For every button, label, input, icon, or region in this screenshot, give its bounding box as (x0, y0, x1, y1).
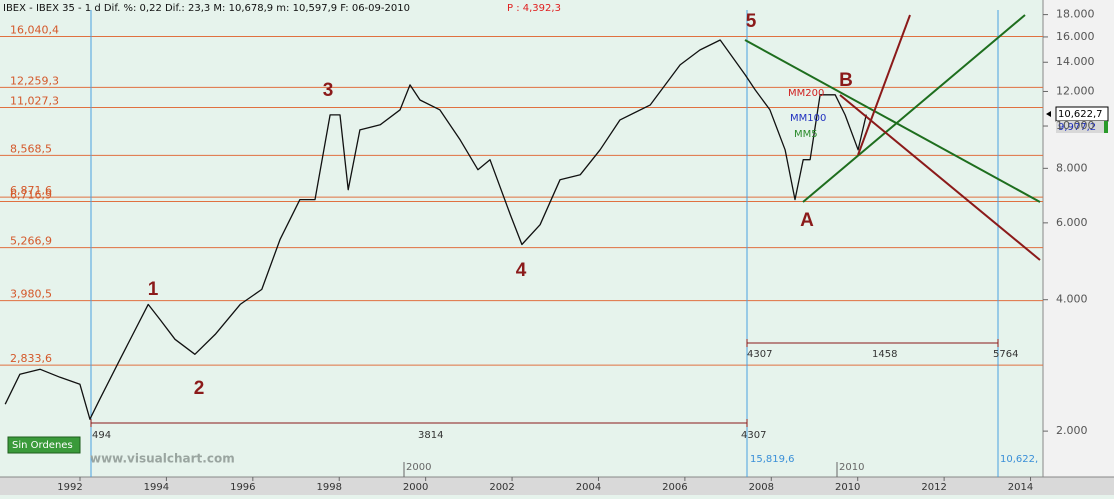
ma-price: 9,977,2 (1058, 122, 1096, 133)
x-tick-label: 2012 (921, 482, 946, 493)
x-tick-label: 2010 (835, 482, 860, 493)
y-axis-panel (1043, 0, 1114, 477)
x-tick-label: 2014 (1008, 482, 1033, 493)
x-tick-label: 2000 (403, 482, 428, 493)
period-label: 2000 (406, 462, 431, 473)
level-label: 12,259,3 (10, 74, 59, 87)
y-tick-label: 10.000 (1056, 119, 1095, 132)
ma-label: MM5 (794, 129, 818, 140)
trend-line (802, 14, 1026, 203)
trend-line (744, 39, 1041, 203)
y-tick-label: 2.000 (1056, 424, 1088, 437)
measure-label: 4307 (747, 349, 772, 360)
y-tick-label: 16.000 (1056, 30, 1095, 43)
x-tick-label: 2004 (576, 482, 601, 493)
x-tick-label: 2008 (749, 482, 774, 493)
x-axis-panel (0, 477, 1114, 495)
price-pointer (1046, 111, 1051, 117)
measure-label: 4307 (741, 430, 766, 441)
wave-label: A (800, 210, 814, 231)
measure-label: 494 (92, 430, 111, 441)
ma-label: MM100 (790, 113, 826, 124)
y-tick-label: 6.000 (1056, 216, 1088, 229)
measure-label: 3814 (418, 430, 443, 441)
measure-label: 5764 (993, 349, 1018, 360)
level-label: 3,980,5 (10, 288, 52, 301)
wave-label: 2 (194, 378, 205, 399)
period-label: 2010 (839, 462, 864, 473)
chart-title: IBEX - IBEX 35 - 1 d Dif. %: 0,22 Dif.: … (3, 3, 410, 14)
x-tick-label: 1996 (230, 482, 255, 493)
price-line (4, 39, 867, 420)
level-label: 6,871,6 (10, 184, 52, 197)
x-tick-label: 2006 (662, 482, 687, 493)
price-label: P : 4,392,3 (507, 3, 561, 14)
measure-lines (90, 339, 999, 427)
y-tick-label: 8.000 (1056, 161, 1088, 174)
y-tick-label: 12.000 (1056, 84, 1095, 97)
y-tick-label: 14.000 (1056, 55, 1095, 68)
level-label: 16,040,4 (10, 23, 59, 36)
x-tick-label: 1992 (57, 482, 82, 493)
wave-label: 1 (148, 279, 159, 300)
x-tick-label: 1998 (317, 482, 342, 493)
y-tick-label: 4.000 (1056, 293, 1088, 306)
level-label: 6,716,9 (10, 188, 52, 201)
trend-line (839, 94, 1041, 261)
measure-label: 1458 (872, 349, 897, 360)
x-tick-label: 1994 (144, 482, 169, 493)
ma-label: MM200 (788, 88, 824, 99)
date-line-label: 10,622, (1000, 454, 1038, 465)
level-label: 5,266,9 (10, 235, 52, 248)
wave-label: 5 (746, 11, 757, 32)
wave-label: 3 (323, 80, 334, 101)
wave-label: 4 (516, 260, 527, 281)
orders-button[interactable] (7, 436, 81, 454)
ma-price-box (1056, 121, 1106, 133)
watermark: www.visualchart.com (90, 452, 235, 466)
level-label: 2,833,6 (10, 352, 52, 365)
trend-line (857, 14, 911, 156)
wave-label: B (839, 70, 853, 91)
ma-price-marker (1104, 121, 1108, 133)
last-price: 10,622,7 (1058, 109, 1103, 120)
y-tick-label: 18.000 (1056, 8, 1095, 21)
level-label: 11,027,3 (10, 94, 59, 107)
level-label: 8,568,5 (10, 142, 52, 155)
date-line-label: 15,819,6 (750, 454, 795, 465)
orders-button-label[interactable]: Sin Ordenes (12, 440, 73, 451)
x-tick-label: 2002 (489, 482, 514, 493)
